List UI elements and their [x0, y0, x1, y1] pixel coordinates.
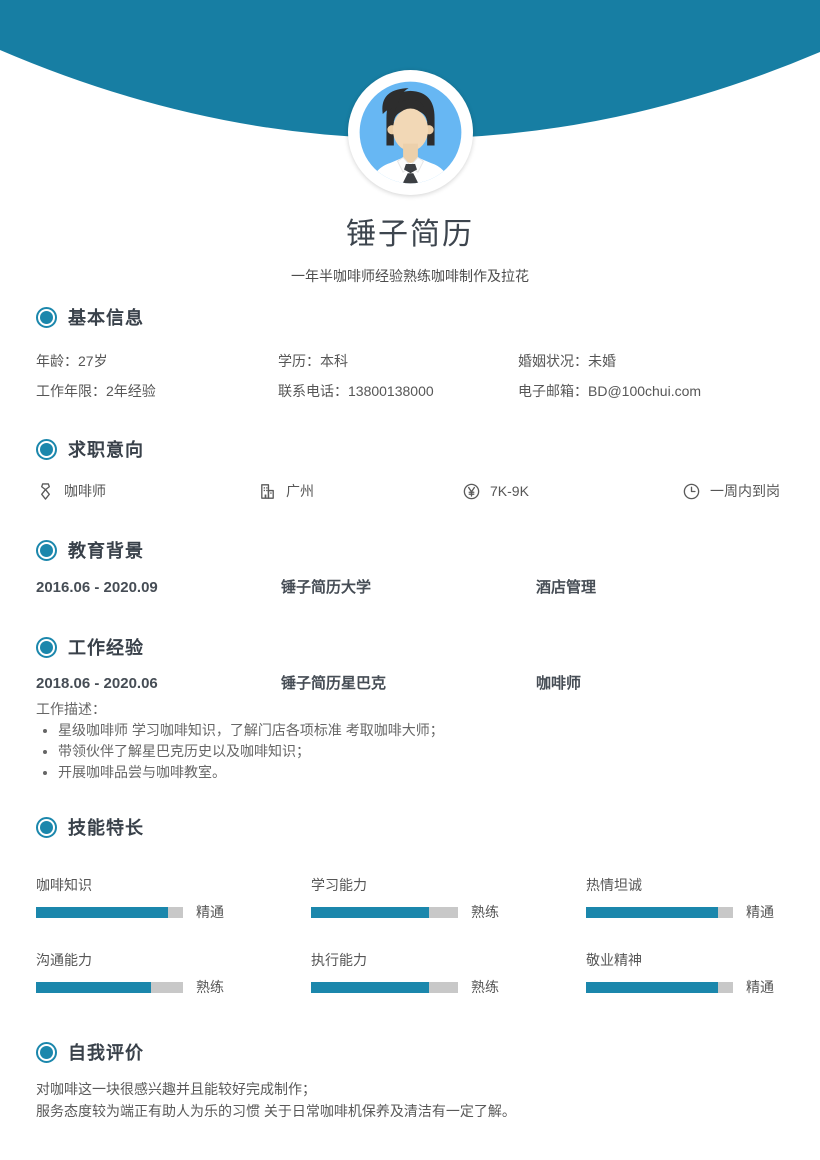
job-intent-row: 咖啡师 广州 7K-9K 一周内到岗	[36, 481, 784, 501]
basic-info-grid: 年龄：27岁 学历：本科 婚姻状况：未婚 工作年限：2年经验 联系电话：1380…	[36, 353, 784, 399]
section-title: 教育背景	[68, 541, 144, 561]
section-education: 教育背景 2016.06 - 2020.09 锤子简历大学 酒店管理	[36, 539, 784, 596]
work-bullet: 开展咖啡品尝与咖啡教室。	[58, 762, 784, 783]
avatar	[348, 70, 473, 195]
building-icon	[261, 483, 274, 499]
skills-grid: 咖啡知识 精通 学习能力 熟练 热情坦诚 精通 沟通能力 熟练 执行能力 熟	[36, 877, 784, 997]
section-header-job-intent: 求职意向	[36, 438, 784, 460]
education-period: 2016.06 - 2020.09	[36, 579, 158, 596]
male-avatar-icon	[359, 81, 462, 184]
work-role: 咖啡师	[536, 675, 582, 692]
section-header-evaluation: 自我评价	[36, 1041, 784, 1063]
tie-icon	[41, 482, 50, 500]
section-skills: 技能特长 咖啡知识 精通 学习能力 熟练 热情坦诚 精通 沟通能力 熟练	[36, 816, 784, 997]
work-row: 2018.06 - 2020.06 锤子简历星巴克 咖啡师	[36, 676, 784, 692]
education-row: 2016.06 - 2020.09 锤子简历大学 酒店管理	[36, 580, 784, 596]
section-header-basic-info: 基本信息	[36, 306, 784, 328]
section-title: 技能特长	[68, 818, 144, 838]
work-desc-label: 工作描述：	[36, 701, 106, 717]
section-bullet-icon	[36, 1041, 57, 1063]
info-item-email: 电子邮箱：BD@100chui.com	[518, 383, 702, 399]
work-period: 2018.06 - 2020.06	[36, 675, 158, 692]
section-title: 求职意向	[68, 440, 144, 460]
info-item-age: 年龄：27岁	[36, 353, 108, 369]
section-header-work: 工作经验	[36, 636, 784, 658]
section-bullet-icon	[36, 306, 57, 328]
work-bullet-list: 星级咖啡师 学习咖啡知识，了解门店各项标准 考取咖啡大师； 带领伙伴了解星巴克历…	[58, 720, 784, 783]
section-header-skills: 技能特长	[36, 816, 784, 838]
section-self-evaluation: 自我评价 对咖啡这一块很感兴趣并且能较好完成制作； 服务态度较为端正有助人为乐的…	[36, 1041, 784, 1122]
section-header-education: 教育背景	[36, 539, 784, 561]
skill-bar	[586, 906, 733, 918]
section-title: 自我评价	[68, 1043, 144, 1063]
work-company: 锤子简历星巴克	[281, 675, 387, 692]
page-title: 锤子简历	[346, 218, 474, 251]
education-major: 酒店管理	[536, 579, 597, 596]
skill-item: 执行能力 熟练	[311, 952, 499, 995]
evaluation-line: 服务态度较为端正有助人为乐的习惯 关于日常咖啡机保养及清洁有一定了解。	[36, 1103, 516, 1119]
info-item-experience-years: 工作年限：2年经验	[36, 383, 156, 399]
skill-bar	[36, 906, 183, 918]
yen-icon	[463, 483, 480, 499]
intent-salary: 7K-9K	[462, 482, 682, 501]
intent-city: 广州	[258, 481, 462, 501]
work-bullet: 星级咖啡师 学习咖啡知识，了解门店各项标准 考取咖啡大师；	[58, 720, 784, 741]
section-bullet-icon	[36, 636, 57, 658]
intent-availability: 一周内到岗	[682, 481, 784, 501]
skill-item: 热情坦诚 精通	[586, 877, 774, 920]
work-bullet: 带领伙伴了解星巴克历史以及咖啡知识；	[58, 741, 784, 762]
section-basic-info: 基本信息 年龄：27岁 学历：本科 婚姻状况：未婚 工作年限：2年经验 联系电话…	[36, 306, 784, 399]
section-bullet-icon	[36, 438, 57, 460]
skill-bar	[36, 981, 183, 993]
clock-icon	[683, 483, 700, 499]
section-bullet-icon	[36, 539, 57, 561]
evaluation-text: 对咖啡这一块很感兴趣并且能较好完成制作； 服务态度较为端正有助人为乐的习惯 关于…	[36, 1078, 784, 1122]
section-job-intent: 求职意向 咖啡师 广州 7K-9K 一周内到岗	[36, 438, 784, 501]
skill-bar	[311, 981, 458, 993]
evaluation-line: 对咖啡这一块很感兴趣并且能较好完成制作；	[36, 1081, 316, 1097]
education-school: 锤子简历大学	[281, 579, 372, 596]
section-bullet-icon	[36, 816, 57, 838]
skill-item: 沟通能力 熟练	[36, 952, 224, 995]
intent-position: 咖啡师	[36, 481, 258, 501]
section-work-experience: 工作经验 2018.06 - 2020.06 锤子简历星巴克 咖啡师 工作描述：…	[36, 636, 784, 783]
resume-content: 基本信息 年龄：27岁 学历：本科 婚姻状况：未婚 工作年限：2年经验 联系电话…	[36, 300, 784, 1122]
skill-item: 学习能力 熟练	[311, 877, 499, 920]
info-item-marital: 婚姻状况：未婚	[518, 353, 616, 369]
header-curve-banner	[0, 0, 820, 139]
info-item-education: 学历：本科	[278, 353, 348, 369]
skill-item: 咖啡知识 精通	[36, 877, 224, 920]
skill-item: 敬业精神 精通	[586, 952, 774, 995]
skill-bar	[311, 906, 458, 918]
skill-bar	[586, 981, 733, 993]
section-title: 工作经验	[68, 638, 144, 658]
info-item-phone: 联系电话：13800138000	[278, 383, 434, 399]
section-title: 基本信息	[68, 308, 144, 328]
tagline: 一年半咖啡师经验熟练咖啡制作及拉花	[291, 268, 529, 284]
